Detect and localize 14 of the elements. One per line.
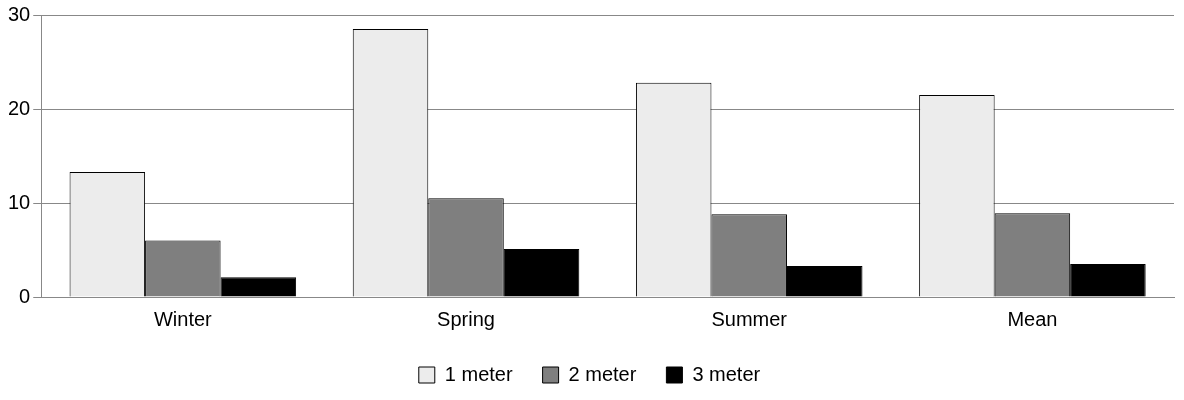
legend-label: 1 meter bbox=[444, 362, 513, 385]
x-tick-label: Mean bbox=[1007, 307, 1058, 330]
y-tick-label: 10 bbox=[8, 190, 31, 213]
x-tick-label: Summer bbox=[711, 307, 788, 330]
bar bbox=[503, 249, 580, 297]
bar bbox=[786, 265, 863, 297]
legend-label: 2 meter bbox=[568, 362, 637, 385]
x-tick-label: Spring bbox=[437, 307, 495, 330]
y-tick-label: 30 bbox=[8, 2, 31, 25]
legend-label: 3 meter bbox=[692, 362, 761, 385]
bar bbox=[220, 277, 297, 297]
x-tick-label: Winter bbox=[153, 307, 213, 330]
y-tick-label: 20 bbox=[8, 96, 31, 119]
y-tick-label: 0 bbox=[19, 284, 31, 307]
